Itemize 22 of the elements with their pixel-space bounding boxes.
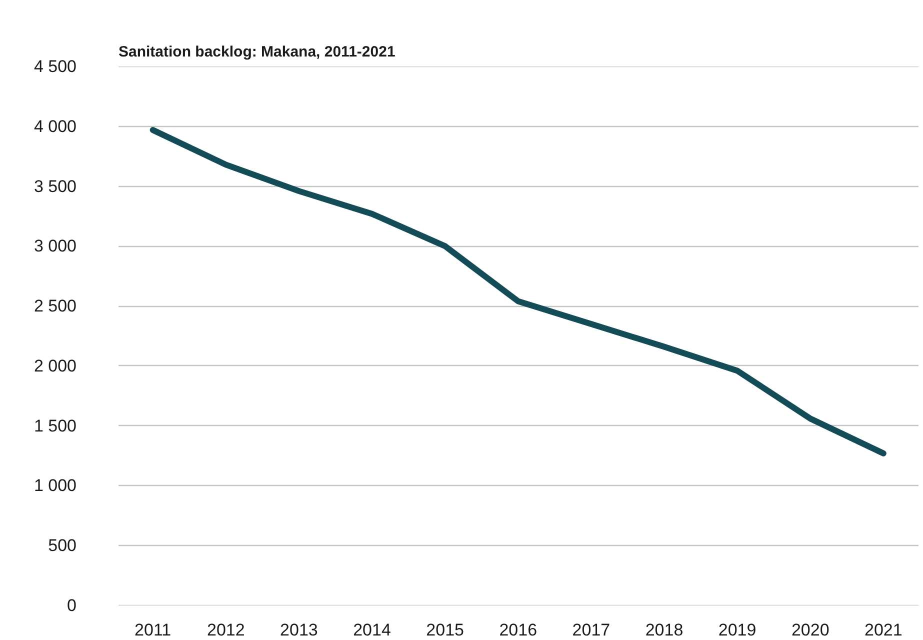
x-tick-label: 2018 (645, 620, 684, 640)
x-tick-label: 2016 (499, 620, 538, 640)
x-tick-label: 2013 (280, 620, 318, 640)
x-tick-label: 2011 (134, 620, 172, 640)
y-tick-label: 3 000 (34, 236, 77, 256)
y-tick-label: 4 500 (34, 57, 77, 76)
y-tick-label: 1 000 (34, 476, 77, 496)
y-tick-label: 500 (48, 536, 77, 556)
chart-title: Sanitation backlog: Makana, 2011-2021 (118, 44, 396, 60)
x-tick-label: 2012 (206, 620, 245, 640)
x-tick-label: 2021 (864, 620, 902, 640)
x-tick-label: 2019 (718, 620, 756, 640)
x-tick-label: 2014 (353, 620, 391, 640)
y-tick-label: 3 500 (34, 176, 77, 196)
y-tick-label: 0 (67, 596, 77, 615)
y-tick-label: 2 500 (34, 296, 77, 316)
y-tick-label: 1 500 (34, 416, 77, 436)
y-tick-label: 2 000 (34, 356, 77, 376)
x-tick-label: 2015 (426, 620, 464, 640)
x-tick-label: 2017 (572, 620, 610, 640)
y-tick-label: 4 000 (34, 116, 77, 136)
x-tick-label: 2020 (791, 620, 830, 640)
